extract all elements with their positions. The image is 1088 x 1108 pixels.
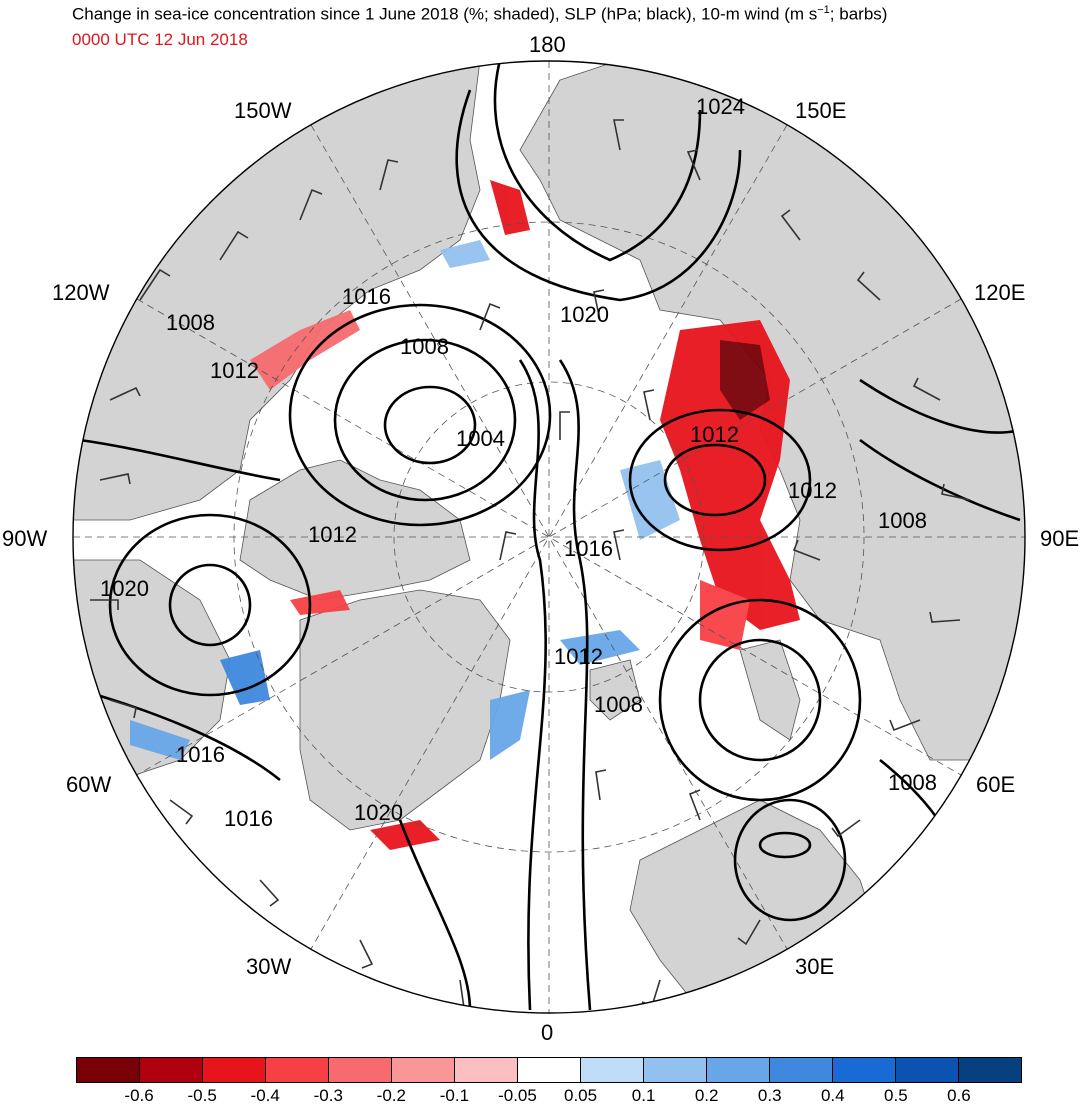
slp-label-1012: 1012 — [554, 644, 603, 669]
colorbar-tick-label: 0.2 — [694, 1086, 719, 1105]
colorbar-swatch — [833, 1058, 896, 1082]
colorbar-tick-label: -0.3 — [313, 1086, 343, 1105]
colorbar-tick-label: 0.4 — [820, 1086, 845, 1105]
land-greenland — [299, 589, 511, 831]
slp-label-1024: 1024 — [696, 94, 745, 119]
lon-label-180: 180 — [529, 32, 566, 57]
lon-label-30e: 30E — [795, 954, 835, 979]
colorbar-swatch — [707, 1058, 770, 1082]
colorbar-tick-label: 0.1 — [631, 1086, 656, 1105]
colorbar-tick-label: -0.05 — [498, 1086, 537, 1105]
ice-loss-chukchi — [490, 180, 530, 235]
colorbar-tick-label: 0.3 — [757, 1086, 782, 1105]
ice-gain-labrador — [130, 720, 190, 760]
slp-label-1012: 1012 — [690, 422, 739, 447]
ice-gain-barents — [560, 630, 640, 665]
colorbar — [76, 1057, 1022, 1083]
colorbar-tick-label: -0.6 — [124, 1086, 154, 1105]
colorbar-swatch — [77, 1058, 140, 1082]
slp-label-1016: 1016 — [342, 284, 391, 309]
colorbar-tick-label: 0.5 — [884, 1086, 908, 1105]
lon-label-60e: 60E — [976, 772, 1016, 797]
colorbar-tick-label: -0.2 — [376, 1086, 406, 1105]
lon-label-150w: 150W — [234, 98, 292, 123]
slp-label-1004: 1004 — [456, 426, 505, 451]
colorbar-swatch — [518, 1058, 581, 1082]
lon-label-150e: 150E — [795, 98, 847, 123]
lon-label-90e: 90E — [1040, 526, 1080, 551]
colorbar-tick-label: -0.1 — [439, 1086, 470, 1105]
lon-label-120e: 120E — [974, 280, 1026, 305]
valid-time: 0000 UTC 12 Jun 2018 — [72, 30, 248, 49]
slp-contour-labels: 1024 1020 1016 1008 1008 1012 1004 1012 … — [100, 94, 937, 831]
lon-label-60w: 60W — [66, 772, 112, 797]
ice-loss-kara-core — [720, 340, 770, 420]
land-svalbard — [589, 659, 641, 721]
slp-label-1008: 1008 — [594, 692, 643, 717]
colorbar-swatch — [329, 1058, 392, 1082]
lon-label-0: 0 — [541, 1020, 554, 1045]
colorbar-tick-label: -0.5 — [187, 1086, 217, 1105]
colorbar-swatch — [770, 1058, 833, 1082]
colorbar-tick-label: 0.6 — [947, 1086, 971, 1105]
ice-loss-laptev — [700, 580, 750, 650]
colorbar-swatch — [896, 1058, 959, 1082]
slp-label-1012: 1012 — [788, 478, 837, 503]
colorbar-tick-label: 0.05 — [563, 1086, 598, 1105]
slp-label-1016: 1016 — [224, 806, 273, 831]
lon-label-30w: 30W — [246, 954, 292, 979]
ice-gain-fram — [490, 690, 530, 760]
slp-label-1020: 1020 — [560, 302, 609, 327]
lon-label-120w: 120W — [52, 280, 110, 305]
slp-label-1008: 1008 — [878, 508, 927, 533]
land-canadian-archipelago — [239, 459, 471, 601]
slp-label-1016: 1016 — [564, 536, 613, 561]
ice-gain-hudson — [220, 650, 270, 705]
colorbar-swatch — [959, 1058, 1021, 1082]
slp-label-1020: 1020 — [354, 800, 403, 825]
colorbar-swatch — [266, 1058, 329, 1082]
colorbar-swatch — [203, 1058, 266, 1082]
colorbar-swatch — [644, 1058, 707, 1082]
slp-label-1012: 1012 — [210, 358, 259, 383]
slp-label-1008: 1008 — [166, 310, 215, 335]
colorbar-ticks: -0.6 -0.5 -0.4 -0.3 -0.2 -0.1 -0.05 0.05 0.1 0.2 0… — [76, 1086, 1022, 1108]
map-title: Change in sea-ice concentration since 1 … — [72, 4, 888, 24]
lon-label-90w: 90W — [2, 526, 48, 551]
slp-label-1016: 1016 — [176, 742, 225, 767]
colorbar-swatch — [455, 1058, 518, 1082]
map-border — [72, 60, 1026, 1014]
ice-loss-beaufort — [250, 310, 360, 390]
ice-loss-baffin — [290, 590, 350, 615]
colorbar-swatch — [140, 1058, 203, 1082]
slp-label-1020: 1020 — [100, 576, 149, 601]
colorbar-tick-label: -0.4 — [250, 1086, 280, 1105]
colorbar-swatch — [392, 1058, 455, 1082]
slp-label-1012: 1012 — [308, 522, 357, 547]
slp-label-1008: 1008 — [888, 770, 937, 795]
slp-label-1008: 1008 — [400, 334, 449, 359]
ice-gain-east-siberian — [440, 240, 490, 268]
colorbar-swatch — [581, 1058, 644, 1082]
